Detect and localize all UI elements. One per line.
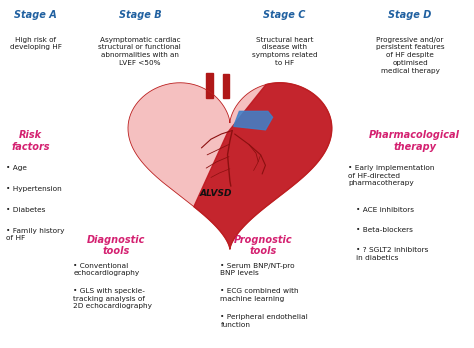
- Text: Stage B: Stage B: [118, 10, 161, 21]
- Polygon shape: [206, 73, 213, 97]
- Text: Stage D: Stage D: [388, 10, 432, 21]
- Text: High risk of
developing HF: High risk of developing HF: [9, 37, 62, 50]
- Text: • ACE inhibitors: • ACE inhibitors: [356, 207, 413, 213]
- Text: • Diabetes: • Diabetes: [6, 207, 45, 213]
- Text: Progressive and/or
persistent features
of HF despite
optimised
medical therapy: Progressive and/or persistent features o…: [376, 37, 444, 73]
- Text: Diagnostic
tools: Diagnostic tools: [87, 235, 146, 256]
- Text: • Early implementation
of HF-directed
pharmacotherapy: • Early implementation of HF-directed ph…: [348, 165, 435, 186]
- Text: • Hypertension: • Hypertension: [6, 186, 62, 192]
- Text: • ECG combined with
machine learning: • ECG combined with machine learning: [220, 288, 299, 302]
- Text: • Serum BNP/NT-pro
BNP levels: • Serum BNP/NT-pro BNP levels: [220, 263, 295, 276]
- Text: Pharmacological
therapy: Pharmacological therapy: [369, 130, 460, 152]
- Text: Structural heart
disease with
symptoms related
to HF: Structural heart disease with symptoms r…: [252, 37, 317, 66]
- Text: • Age: • Age: [6, 165, 27, 171]
- Polygon shape: [194, 83, 332, 249]
- Text: • Conventional
echocardiography: • Conventional echocardiography: [73, 263, 140, 276]
- Polygon shape: [223, 74, 229, 97]
- Text: • Beta-blockers: • Beta-blockers: [356, 227, 412, 233]
- Text: ALVSD: ALVSD: [200, 189, 232, 198]
- Text: • Family history
of HF: • Family history of HF: [6, 228, 64, 242]
- Text: Asymptomatic cardiac
structural or functional
abnormalities with an
LVEF <50%: Asymptomatic cardiac structural or funct…: [99, 37, 181, 66]
- Text: Stage C: Stage C: [263, 10, 306, 21]
- Text: • Peripheral endothelial
function: • Peripheral endothelial function: [220, 314, 308, 328]
- Text: • GLS with speckle-
tracking analysis of
2D echocardiography: • GLS with speckle- tracking analysis of…: [73, 288, 153, 309]
- Text: Stage A: Stage A: [14, 10, 57, 21]
- Text: Risk
factors: Risk factors: [11, 130, 50, 152]
- Text: Prognostic
tools: Prognostic tools: [234, 235, 292, 256]
- Text: • ? SGLT2 inhibitors
in diabetics: • ? SGLT2 inhibitors in diabetics: [356, 247, 428, 261]
- Polygon shape: [234, 111, 273, 130]
- Polygon shape: [128, 83, 332, 249]
